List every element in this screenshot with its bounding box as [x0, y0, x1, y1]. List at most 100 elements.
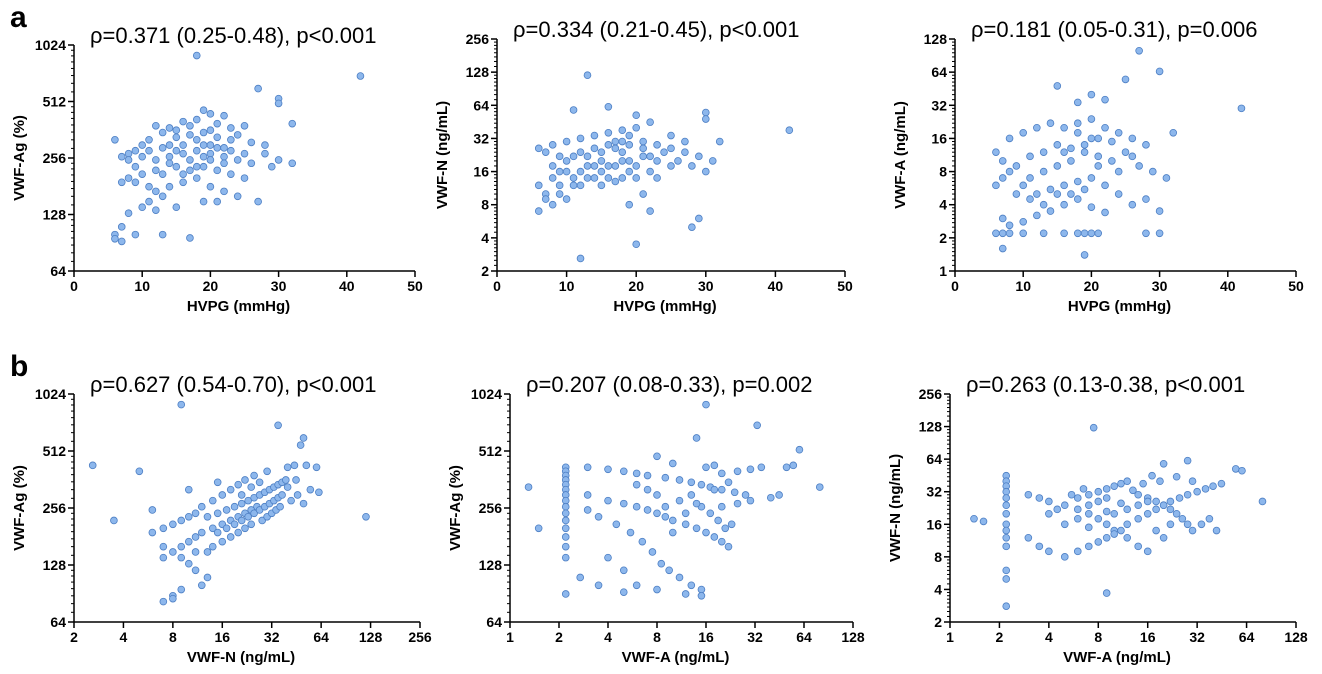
- x-tick-label: 30: [1152, 278, 1168, 294]
- data-point: [682, 591, 689, 598]
- data-point: [1020, 230, 1027, 237]
- data-point: [1054, 191, 1061, 198]
- data-point: [1074, 99, 1081, 106]
- x-tick-label: 16: [1140, 629, 1156, 645]
- data-point: [1108, 158, 1115, 165]
- data-point: [612, 178, 619, 185]
- data-point: [620, 500, 627, 507]
- data-point: [718, 538, 725, 545]
- data-point: [178, 517, 185, 524]
- data-point: [1189, 527, 1196, 534]
- x-tick-label: 128: [359, 629, 383, 645]
- data-point: [149, 529, 156, 536]
- data-point: [284, 484, 291, 491]
- x-tick-label: 20: [1084, 278, 1100, 294]
- data-point: [796, 446, 803, 453]
- data-point: [669, 460, 676, 467]
- data-point: [562, 517, 569, 524]
- data-point: [1074, 129, 1081, 136]
- data-point: [563, 168, 570, 175]
- data-point: [289, 120, 296, 127]
- data-point: [1115, 191, 1122, 198]
- data-point: [1259, 498, 1266, 505]
- data-point: [1036, 543, 1043, 550]
- data-point: [1239, 467, 1246, 474]
- data-point: [214, 529, 221, 536]
- data-point: [1153, 498, 1160, 505]
- data-point: [192, 534, 199, 541]
- data-point: [1054, 506, 1061, 513]
- data-point: [688, 582, 695, 589]
- data-point: [549, 201, 556, 208]
- data-point: [227, 147, 234, 154]
- data-point: [1020, 129, 1027, 136]
- data-point: [1144, 498, 1151, 505]
- data-point: [192, 510, 199, 517]
- data-point: [1102, 96, 1109, 103]
- data-point: [214, 134, 221, 141]
- data-point: [556, 182, 563, 189]
- y-tick-label: 512: [43, 443, 67, 459]
- data-point: [227, 171, 234, 178]
- data-point: [1167, 521, 1174, 528]
- data-point: [535, 208, 542, 215]
- data-point: [1124, 506, 1131, 513]
- data-point: [1061, 553, 1068, 560]
- data-point: [1061, 230, 1068, 237]
- data-point: [702, 109, 709, 116]
- data-point: [1036, 495, 1043, 502]
- data-point: [139, 171, 146, 178]
- data-point: [248, 521, 255, 528]
- data-point: [1103, 521, 1110, 528]
- data-point: [1118, 500, 1125, 507]
- correlation-stat: ρ=0.627 (0.54-0.70), p<0.001: [90, 372, 377, 397]
- data-point: [584, 175, 591, 182]
- data-point: [1006, 168, 1013, 175]
- data-point: [654, 175, 661, 182]
- data-point: [1027, 196, 1034, 203]
- data-point: [1179, 515, 1186, 522]
- x-axis-label: VWF-A (ng/mL): [622, 649, 730, 666]
- data-point: [300, 500, 307, 507]
- data-point: [1040, 168, 1047, 175]
- data-point: [207, 157, 214, 164]
- data-point: [166, 153, 173, 160]
- data-point: [993, 182, 1000, 189]
- y-axis-label: VWF-Ag (%): [447, 465, 464, 551]
- data-point: [152, 207, 159, 214]
- data-point: [1006, 135, 1013, 142]
- data-point: [313, 464, 320, 471]
- data-point: [1081, 149, 1088, 156]
- data-point: [1173, 473, 1180, 480]
- data-point: [734, 468, 741, 475]
- data-point: [1068, 191, 1075, 198]
- data-point: [742, 492, 749, 499]
- data-point: [1210, 483, 1217, 490]
- data-point: [619, 175, 626, 182]
- data-point: [688, 163, 695, 170]
- y-tick-label: 32: [473, 130, 489, 146]
- data-point: [1061, 502, 1068, 509]
- data-point: [675, 158, 682, 165]
- data-point: [125, 157, 132, 164]
- data-point: [654, 453, 661, 460]
- data-point: [693, 500, 700, 507]
- data-point: [747, 466, 754, 473]
- data-point: [1103, 508, 1110, 515]
- data-point: [698, 592, 705, 599]
- data-point: [1003, 521, 1010, 528]
- data-point: [1045, 510, 1052, 517]
- data-point: [619, 138, 626, 145]
- data-point: [734, 500, 741, 507]
- data-point: [591, 175, 598, 182]
- data-point: [303, 462, 310, 469]
- data-point: [136, 468, 143, 475]
- data-point: [776, 492, 783, 499]
- data-point: [1111, 510, 1118, 517]
- data-point: [605, 129, 612, 136]
- data-point: [207, 183, 214, 190]
- data-point: [200, 142, 207, 149]
- data-point: [718, 486, 725, 493]
- data-point: [198, 529, 205, 536]
